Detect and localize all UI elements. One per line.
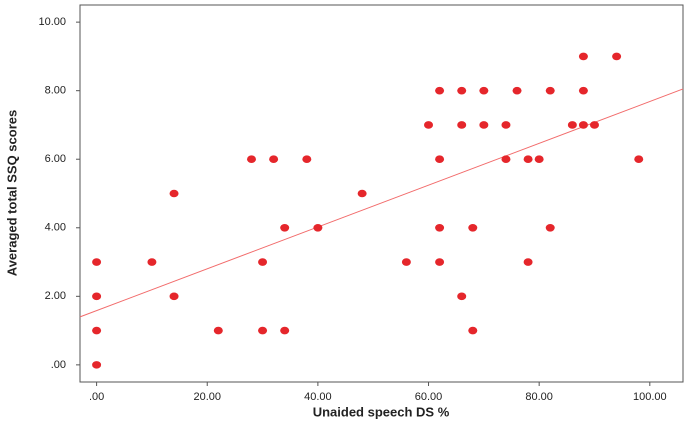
plot-frame: [79, 4, 684, 383]
point: [435, 223, 445, 232]
point: [92, 361, 102, 369]
point: [258, 258, 268, 266]
point: [589, 121, 599, 129]
point: [280, 326, 290, 335]
point: [468, 326, 478, 335]
point: [357, 189, 367, 198]
y-tick-label: 8.00: [45, 85, 66, 97]
point: [147, 258, 157, 266]
x-tick-label: 100.00: [633, 391, 667, 403]
point: [457, 86, 467, 95]
point: [169, 189, 179, 198]
y-axis-title: Averaged total SSQ scores: [4, 110, 19, 276]
point: [578, 121, 588, 129]
y-tick-label: .00: [51, 359, 66, 371]
point: [435, 86, 445, 95]
point: [578, 86, 588, 95]
point: [424, 121, 434, 129]
y-tick-label: 4.00: [45, 222, 66, 234]
x-axis-title: Unaided speech DS %: [313, 404, 450, 419]
x-tick-label: 60.00: [415, 391, 443, 403]
point: [92, 258, 102, 266]
point: [213, 326, 223, 335]
y-tick-label: 6.00: [45, 153, 66, 165]
point: [523, 155, 533, 164]
point: [479, 121, 489, 129]
point: [567, 121, 577, 129]
point: [501, 155, 511, 164]
y-tick-label: 10.00: [38, 16, 66, 28]
point: [435, 258, 445, 266]
point: [578, 52, 588, 61]
point: [612, 52, 622, 61]
point: [468, 223, 478, 232]
point: [313, 223, 323, 232]
x-tick-label: 20.00: [193, 391, 221, 403]
point: [92, 326, 102, 335]
point: [634, 155, 644, 164]
point: [457, 292, 467, 301]
point: [92, 292, 102, 301]
point: [401, 258, 411, 266]
point: [246, 155, 256, 164]
point: [534, 155, 544, 164]
y-tick-label: 2.00: [45, 290, 66, 302]
point: [258, 326, 268, 335]
x-tick-label: 80.00: [525, 391, 553, 403]
point: [302, 155, 312, 164]
point: [169, 292, 179, 301]
point: [512, 86, 522, 95]
x-tick-label: 40.00: [304, 391, 332, 403]
x-tick-label: .00: [89, 391, 104, 403]
point: [457, 121, 467, 129]
point: [435, 155, 445, 164]
point: [479, 86, 489, 95]
point: [523, 258, 533, 266]
point: [501, 121, 511, 129]
point: [269, 155, 279, 164]
point: [545, 86, 555, 95]
point: [545, 223, 555, 232]
point: [280, 223, 290, 232]
